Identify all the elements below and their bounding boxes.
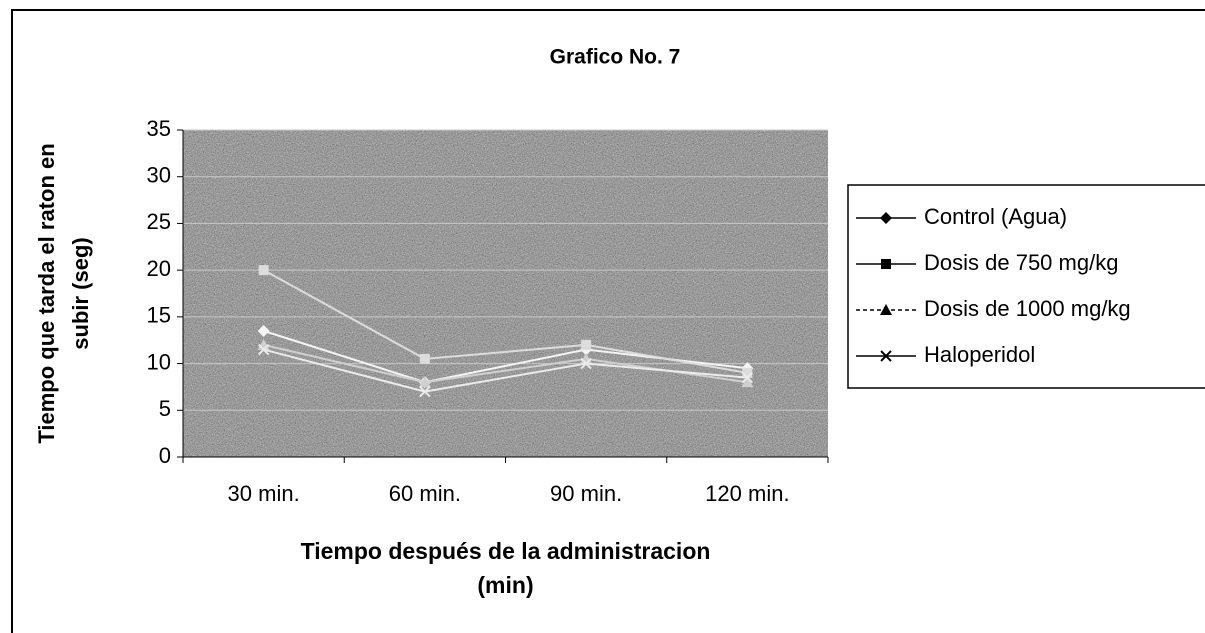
legend-label: Dosis de 750 mg/kg <box>924 250 1118 275</box>
series-marker <box>580 357 592 370</box>
series-marker <box>257 343 270 356</box>
y-tick-label: 25 <box>147 209 171 234</box>
chart-frame <box>11 9 1205 633</box>
legend-label: Haloperidol <box>924 342 1035 367</box>
x-axis-title: (min) <box>477 572 533 598</box>
x-tick-label: 90 min. <box>550 481 622 506</box>
x-tick-label: 60 min. <box>389 481 461 506</box>
chart-title: Grafico No. 7 <box>550 46 681 69</box>
series-marker <box>258 265 269 276</box>
x-tick-label: 120 min. <box>705 481 789 506</box>
series-marker <box>741 371 754 384</box>
series-marker <box>419 385 431 398</box>
y-tick-label: 35 <box>147 116 171 141</box>
plot-texture <box>183 130 828 457</box>
series-marker <box>741 376 754 388</box>
x-axis-title: Tiempo después de la administracion <box>301 538 711 564</box>
y-tick-label: 10 <box>147 349 171 374</box>
y-axis-title: subir (seg) <box>68 237 93 349</box>
legend-label: Control (Agua) <box>924 204 1067 229</box>
y-tick-label: 15 <box>147 303 171 328</box>
series-marker <box>418 376 431 388</box>
y-tick-label: 5 <box>159 396 171 421</box>
y-tick-label: 30 <box>147 163 171 188</box>
legend-marker <box>880 304 892 315</box>
y-tick-label: 0 <box>159 443 171 468</box>
series-marker <box>257 324 270 337</box>
series-line <box>263 348 748 393</box>
legend-marker <box>881 259 891 269</box>
x-tick-label: 30 min. <box>228 481 300 506</box>
series-marker <box>742 367 753 378</box>
legend-box <box>847 184 1205 389</box>
series-marker <box>581 339 592 350</box>
y-tick-label: 20 <box>147 256 171 281</box>
legend-label: Dosis de 1000 mg/kg <box>924 296 1131 321</box>
legend-marker <box>880 212 892 224</box>
series-marker <box>419 353 430 364</box>
y-axis-title: Tiempo que tarda el raton en <box>34 143 59 443</box>
legend-marker <box>880 350 892 362</box>
series-line <box>263 269 748 374</box>
